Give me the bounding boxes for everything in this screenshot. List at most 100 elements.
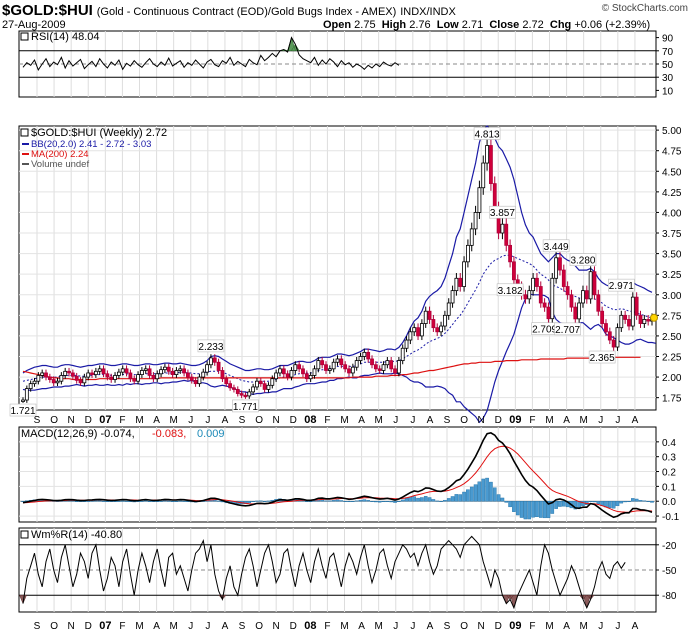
price-candle [558, 257, 562, 271]
price-candle [74, 375, 79, 381]
williams-month-label: J [188, 621, 193, 632]
price-candle [347, 368, 351, 374]
williams-month-label: A [632, 621, 639, 632]
price-candle [308, 375, 313, 380]
price-candle [113, 375, 117, 380]
macd-histogram-bar [650, 501, 654, 503]
price-annotation-box [9, 403, 37, 417]
price-candle [481, 162, 486, 189]
price-candle [220, 370, 225, 380]
price-candle [458, 277, 463, 287]
price-tick-label: 2.25 [662, 352, 682, 363]
price-annotation: 4.813 [475, 130, 500, 141]
price-month-label: J [188, 415, 193, 426]
price-candle [623, 314, 628, 320]
price-candle [297, 364, 302, 370]
price-candle [324, 364, 328, 371]
macd-histogram-bar [324, 500, 328, 502]
price-candle [446, 302, 451, 316]
williams-month-label: A [222, 621, 229, 632]
rsi-tick-label: 30 [662, 73, 674, 84]
macd-histogram-bar [370, 501, 374, 502]
price-candle [604, 323, 608, 333]
price-month-label: A [632, 415, 639, 426]
macd-histogram-bar [546, 501, 551, 519]
williams-month-label: O [460, 621, 468, 632]
macd-histogram-bar [270, 499, 275, 502]
macd-histogram-bar [642, 500, 647, 502]
price-candle [170, 370, 175, 376]
macd-histogram-bar [163, 500, 167, 502]
rsi-tick-label: 90 [662, 34, 674, 45]
price-candle [584, 290, 589, 300]
macd-panel [18, 426, 657, 523]
williams-month-label: J [410, 621, 415, 632]
price-annotation: 2.365 [590, 353, 615, 364]
price-candle [32, 380, 37, 385]
price-candle [59, 375, 64, 382]
macd-histogram-bar [420, 497, 424, 502]
price-candle [51, 379, 56, 384]
macd-histogram-bar [627, 501, 631, 503]
price-candle [485, 145, 489, 164]
price-candle [224, 378, 229, 385]
price-annotation-box [496, 283, 524, 297]
price-annotation-box [232, 399, 259, 413]
price-candle [182, 368, 186, 374]
price-candle [93, 370, 98, 376]
price-candle [128, 372, 133, 380]
price-candle [396, 360, 401, 374]
price-month-label: M [545, 415, 553, 426]
macd-histogram-bar [351, 501, 355, 502]
macd-histogram-bar [462, 491, 466, 502]
price-tick-label: 2.50 [662, 332, 682, 343]
macd-histogram-bar [101, 500, 106, 502]
price-candle [554, 257, 559, 279]
symbol: $GOLD:$HUI [2, 2, 93, 19]
price-candle [331, 361, 336, 370]
macd-histogram-bar [638, 500, 643, 502]
price-candle [67, 370, 71, 374]
macd-histogram-bar [308, 501, 313, 502]
macd-histogram-bar [485, 477, 489, 502]
price-month-label: O [255, 415, 263, 426]
macd-histogram-bar [90, 500, 94, 502]
price-candle [274, 372, 279, 380]
price-candle [40, 372, 45, 376]
macd-histogram-bar [166, 500, 171, 502]
macd-histogram-bar [94, 500, 98, 502]
macd-histogram-bar [596, 501, 601, 505]
price-candle [316, 360, 321, 370]
price-title: $GOLD:$HUI (Weekly) 2.72 [31, 127, 167, 139]
macd-histogram-bar [143, 500, 148, 502]
price-candle [28, 383, 33, 389]
price-candle [209, 357, 213, 366]
macd-histogram-bar [646, 501, 650, 502]
macd-histogram-bar [170, 501, 175, 502]
price-candle [454, 277, 459, 292]
macd-tick-label: 0.0 [662, 497, 676, 508]
rsi-tick-label: 10 [662, 86, 674, 97]
price-candle [381, 364, 386, 371]
quote-chg: +0.06 (+2.39%) [574, 19, 651, 31]
macd-histogram-bar [347, 501, 351, 503]
price-candle [36, 375, 41, 382]
williams-month-label: 09 [509, 620, 521, 632]
macd-histogram-bar [255, 500, 259, 502]
macd-histogram-bar [335, 499, 340, 502]
price-candle [592, 271, 597, 296]
macd-histogram-bar [427, 497, 432, 502]
price-tick-label: 4.00 [662, 208, 682, 219]
ma200-line [22, 356, 641, 381]
macd-histogram-bar [312, 500, 317, 502]
price-candle [201, 371, 206, 378]
price-candle [151, 375, 156, 380]
price-candle [508, 244, 512, 263]
williams-legend-box [20, 530, 29, 539]
price-month-label: J [615, 415, 620, 426]
price-candle [577, 302, 582, 320]
price-candle [630, 296, 635, 327]
macd-histogram-bar [182, 500, 186, 502]
price-candle [343, 364, 348, 370]
